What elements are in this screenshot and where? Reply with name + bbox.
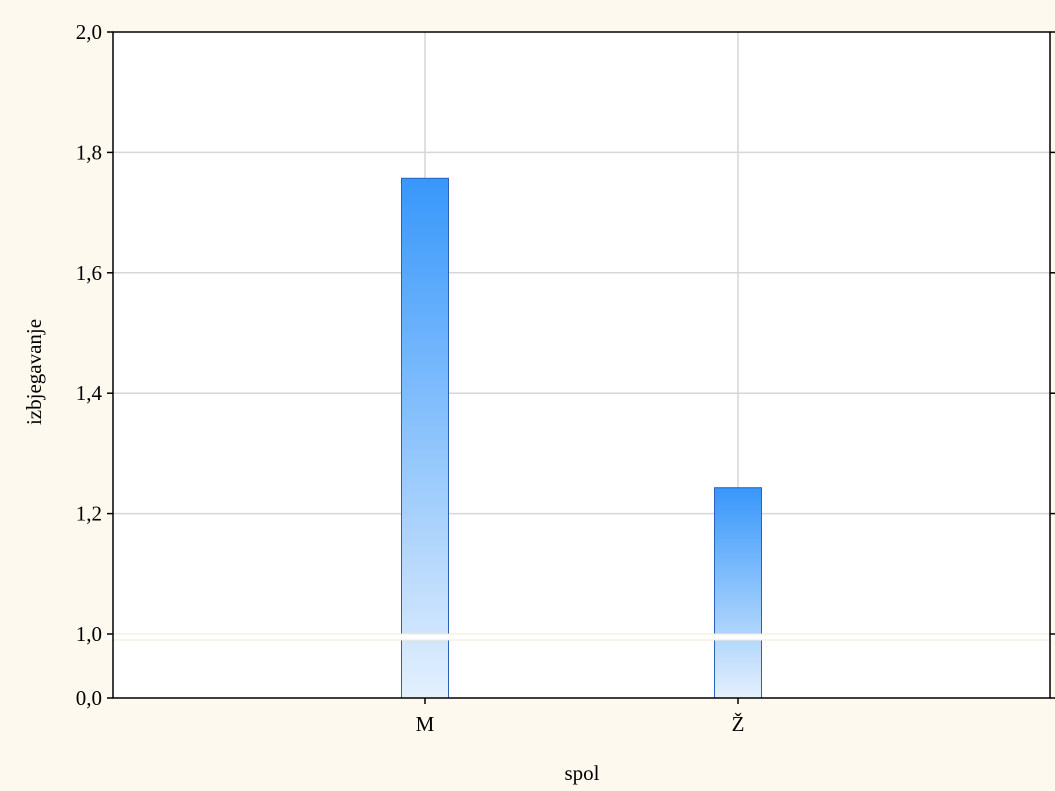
y-axis-ticks: 0,0 1,0 1,2 1,4 1,6 1,8 2,0 [76, 20, 1055, 710]
y-tick-label: 1,8 [76, 140, 102, 164]
axis-break [103, 633, 1055, 641]
axis-break-band [103, 634, 1055, 640]
y-tick-label: 1,0 [76, 622, 102, 646]
y-tick-label: 1,6 [76, 261, 102, 285]
x-axis-title: spol [564, 761, 599, 785]
bars [401, 177, 762, 699]
y-tick-label: 1,2 [76, 502, 102, 526]
bar-2 [714, 487, 762, 699]
y-tick-label: 0,0 [76, 686, 102, 710]
y-tick-label: 2,0 [76, 20, 102, 44]
y-tick-label: 1,4 [76, 381, 103, 405]
x-tick-label: M [416, 712, 435, 736]
plot-frame [112, 31, 1051, 699]
y-axis-title: izbjegavanje [22, 319, 46, 425]
plot-area [113, 32, 1050, 698]
bar-1 [401, 177, 449, 699]
x-tick-label: Ž [732, 712, 745, 736]
